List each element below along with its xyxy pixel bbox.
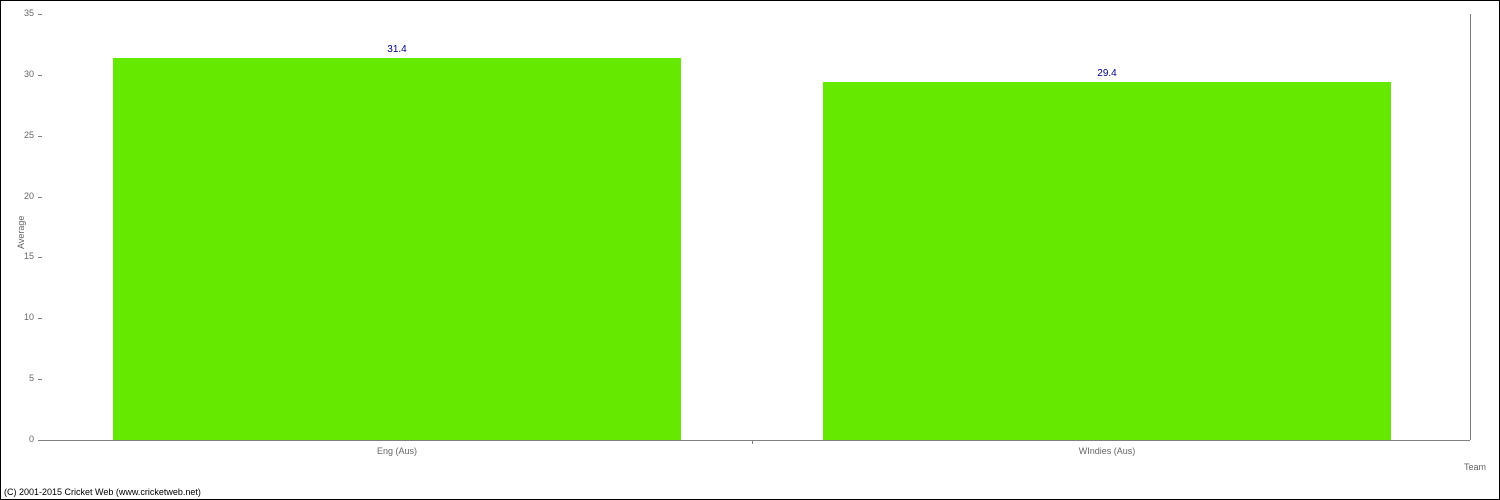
y-tick-label: 25 — [14, 130, 34, 140]
y-tick — [38, 136, 42, 137]
y-tick-label: 10 — [14, 312, 34, 322]
y-tick-label: 15 — [14, 251, 34, 261]
y-tick-label: 35 — [14, 8, 34, 18]
y-tick-label: 20 — [14, 191, 34, 201]
y-axis-title: Average — [16, 216, 26, 249]
y-tick-label: 30 — [14, 69, 34, 79]
x-tick — [752, 440, 753, 444]
bar-value-label: 29.4 — [1077, 68, 1137, 79]
y-tick — [38, 14, 42, 15]
y-tick-label: 0 — [14, 434, 34, 444]
y-tick — [38, 257, 42, 258]
x-axis-line — [42, 440, 1470, 441]
y-tick — [38, 318, 42, 319]
copyright-text: (C) 2001-2015 Cricket Web (www.cricketwe… — [4, 487, 201, 497]
x-tick-label: Eng (Aus) — [317, 446, 477, 456]
x-axis-title: Team — [1464, 462, 1486, 472]
y-tick — [38, 440, 42, 441]
plot-right-border — [1470, 14, 1471, 440]
bar — [113, 58, 681, 440]
y-tick — [38, 197, 42, 198]
x-tick-label: WIndies (Aus) — [1027, 446, 1187, 456]
bar — [823, 82, 1391, 440]
y-tick-label: 5 — [14, 373, 34, 383]
y-tick — [38, 379, 42, 380]
bar-value-label: 31.4 — [367, 44, 427, 55]
y-tick — [38, 75, 42, 76]
